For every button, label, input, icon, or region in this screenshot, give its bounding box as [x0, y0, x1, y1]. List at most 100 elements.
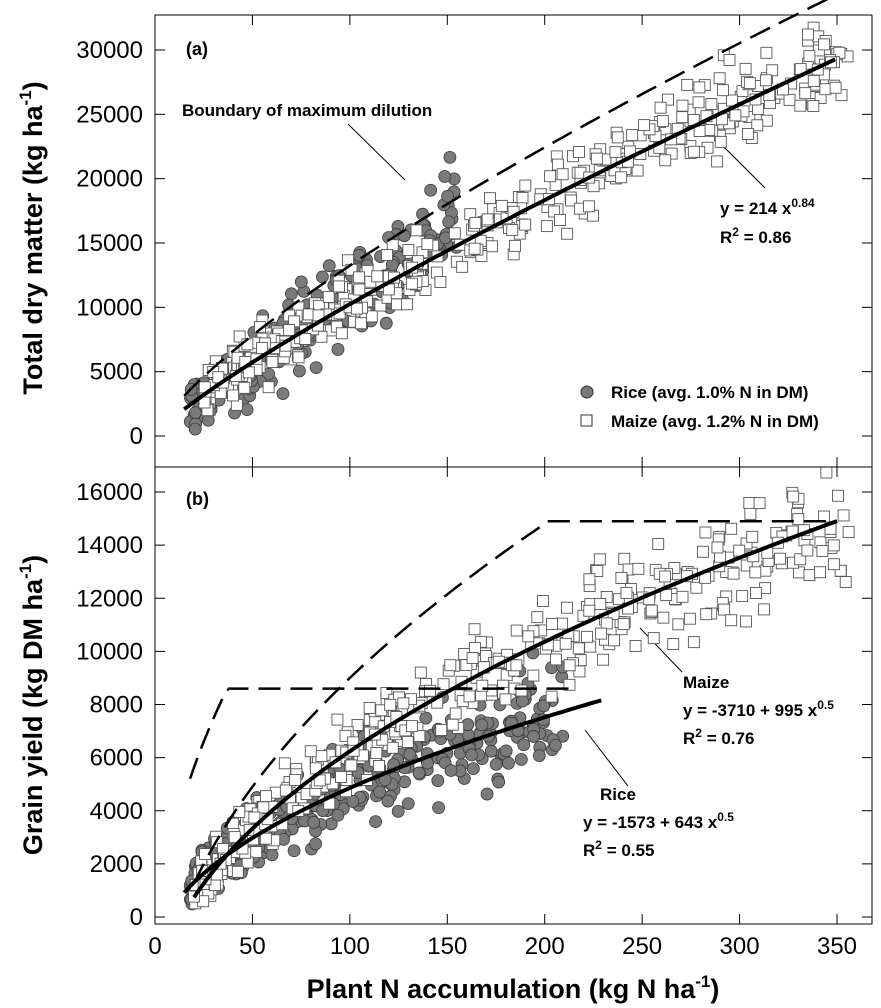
maize-point	[540, 220, 553, 233]
panel-b-label: (b)	[186, 489, 209, 509]
rice-point	[240, 403, 254, 417]
maize-point	[807, 74, 820, 87]
y-tick-label: 6000	[90, 745, 143, 772]
x-tick-label: 0	[148, 933, 161, 960]
maize-point	[814, 566, 826, 579]
maize-point	[335, 327, 348, 340]
maize-point	[561, 601, 573, 614]
maize-point	[692, 96, 705, 109]
panel-a-plot: 0 5000 10000 15000 20000 25000 30000	[76, 0, 872, 467]
series-maize-points	[198, 21, 854, 417]
maize-point	[292, 351, 305, 364]
rice-point	[294, 275, 308, 289]
rice-point	[527, 730, 540, 743]
maize-point	[744, 507, 757, 520]
maize-point	[739, 615, 752, 628]
rice-point	[369, 815, 382, 829]
maize-point	[469, 216, 482, 229]
maize-point	[363, 701, 376, 714]
maize-point	[672, 618, 685, 631]
maize-point	[683, 612, 696, 625]
maize-point	[466, 652, 479, 664]
panel-b-maize-r2: R2 = 0.76	[683, 726, 754, 748]
maize-point	[803, 50, 816, 63]
panel-a-y-axis-title: Total dry matter (kg ha-1)	[16, 81, 48, 394]
maize-point	[802, 28, 814, 41]
maize-point	[248, 811, 261, 824]
maize-point	[820, 466, 833, 479]
rice-point	[419, 711, 433, 725]
y-tick-label: 15000	[76, 230, 143, 257]
maize-point	[626, 129, 639, 142]
y-tick-label: 16000	[76, 479, 143, 506]
rice-point	[412, 766, 426, 780]
maize-point	[711, 155, 724, 168]
rice-point	[331, 343, 345, 356]
maize-point	[620, 586, 633, 599]
rice-point	[188, 422, 202, 436]
rice-point	[465, 748, 478, 762]
maize-point	[573, 146, 585, 158]
maize-point	[299, 332, 312, 345]
maize-point	[401, 735, 414, 748]
maize-point	[638, 119, 651, 132]
maize-point	[792, 513, 805, 526]
rice-point	[432, 801, 445, 815]
fit-curve	[192, 519, 838, 899]
maize-point	[499, 693, 512, 706]
maize-point	[723, 54, 736, 66]
maize-point	[687, 145, 700, 158]
rice-point	[549, 738, 562, 752]
rice-point	[442, 215, 456, 229]
maize-point	[333, 280, 345, 293]
maize-point	[659, 570, 671, 583]
maize-point	[583, 573, 596, 586]
maize-point	[279, 784, 292, 797]
maize-point	[545, 690, 558, 703]
maize-point	[559, 637, 572, 650]
maize-point	[516, 191, 529, 204]
maize-point	[354, 317, 367, 330]
maize-point	[556, 617, 569, 630]
maize-point	[506, 224, 519, 237]
legend-maize-marker	[580, 414, 593, 427]
maize-point	[550, 653, 562, 666]
y-tick-label: 30000	[76, 37, 143, 64]
maize-point	[654, 101, 667, 114]
maize-point	[546, 618, 558, 630]
rice-point	[475, 718, 489, 732]
maize-point	[794, 99, 807, 112]
rice-point	[381, 794, 395, 808]
x-tick-label: 250	[622, 933, 662, 960]
rice-point	[315, 270, 329, 284]
rice-point	[444, 764, 458, 777]
maize-point	[460, 659, 473, 671]
maize-point	[662, 93, 674, 106]
maize-point	[714, 135, 727, 148]
maize-point	[468, 242, 481, 255]
maize-point	[611, 131, 624, 144]
maize-point	[681, 78, 694, 91]
maize-point	[373, 760, 385, 772]
maize-point	[331, 713, 344, 726]
fit-curve	[183, 57, 836, 411]
maize-point	[266, 355, 279, 368]
maize-point	[401, 298, 414, 311]
legend-rice-label: Rice (avg. 1.0% N in DM)	[611, 383, 808, 402]
maize-point	[405, 277, 418, 290]
panel-b-maize-equation: y = -3710 + 995 x0.5	[683, 698, 834, 720]
rice-point	[331, 808, 345, 822]
rice-point	[276, 387, 290, 401]
maize-point	[476, 679, 489, 692]
rice-point	[480, 787, 494, 801]
rice-point	[346, 795, 360, 808]
rice-point	[307, 815, 321, 829]
y-tick-label: 8000	[90, 692, 143, 719]
y-tick-label: 25000	[76, 101, 143, 128]
maize-point	[485, 240, 498, 253]
maize-point	[615, 571, 628, 584]
maize-point	[371, 270, 384, 283]
x-tick-label: 300	[720, 933, 760, 960]
maize-point	[353, 271, 366, 284]
maize-point	[421, 238, 434, 251]
